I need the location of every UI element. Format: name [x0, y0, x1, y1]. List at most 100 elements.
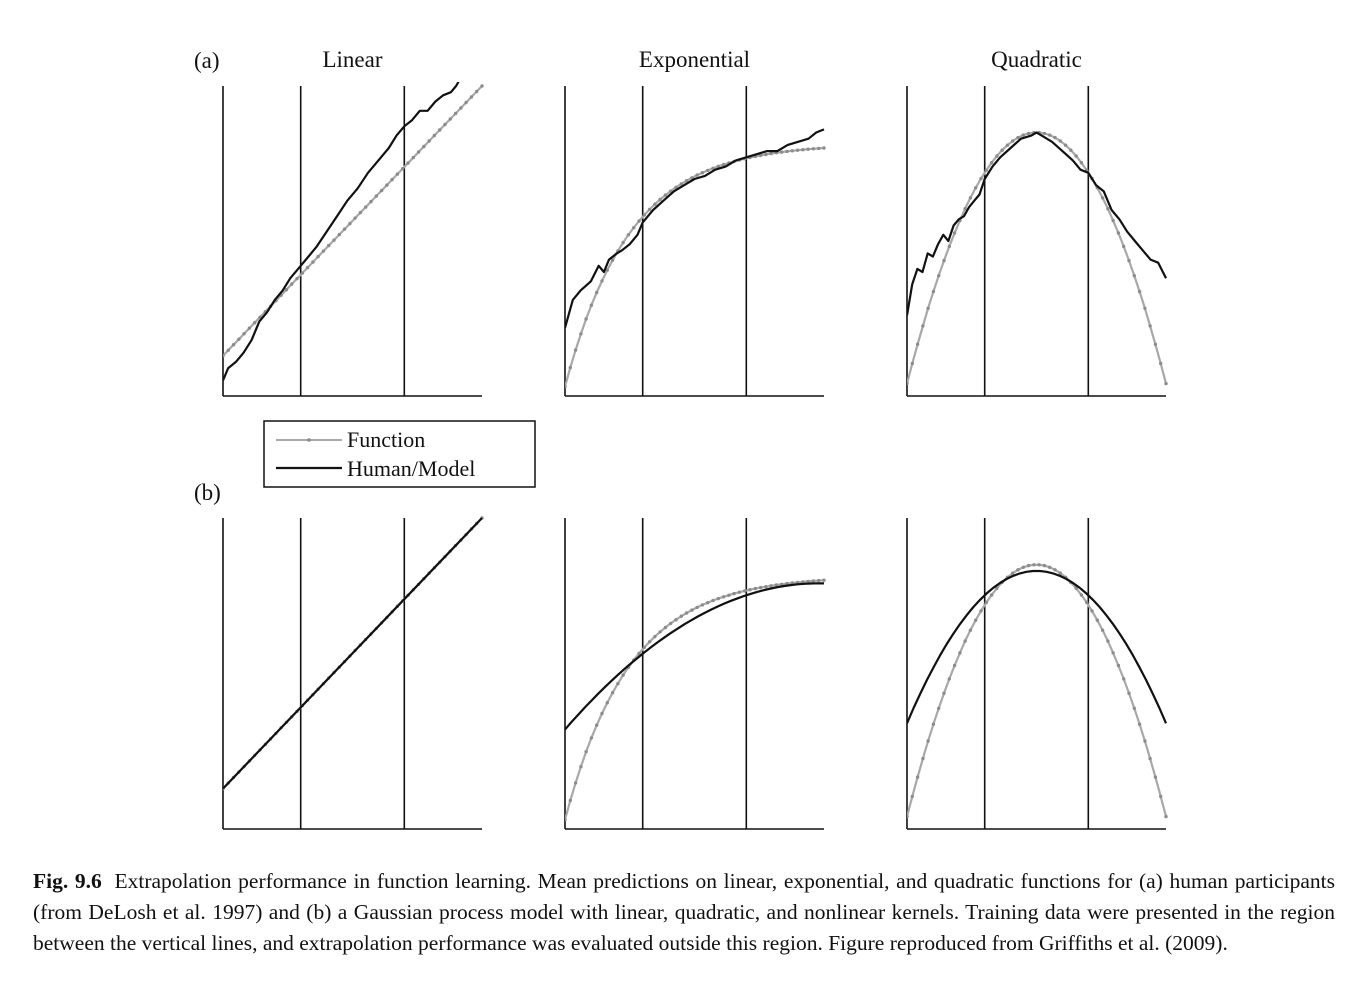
panel-label-a: (a) — [194, 48, 220, 73]
function-point — [952, 663, 957, 668]
function-point — [605, 701, 609, 705]
function-point — [984, 600, 988, 605]
function-point — [1042, 131, 1047, 136]
function-point — [1053, 135, 1057, 140]
function-point — [1016, 135, 1020, 140]
function-point — [915, 775, 920, 779]
caption-label: Fig. 9.6 — [33, 869, 102, 893]
function-point — [695, 173, 699, 177]
function-point — [1042, 563, 1047, 568]
function-point — [637, 219, 641, 223]
function-point — [963, 207, 967, 211]
function-point — [1005, 143, 1010, 147]
panel-title-linear: Linear — [322, 47, 382, 72]
function-point — [653, 634, 657, 639]
function-point — [364, 205, 368, 209]
panel-a-3: Quadratic — [906, 47, 1168, 397]
function-point — [1053, 568, 1057, 572]
function-point — [469, 95, 474, 99]
function-point — [579, 332, 583, 336]
function-point — [311, 260, 315, 264]
function-point — [822, 578, 826, 582]
function-point — [1058, 571, 1063, 575]
function-point — [1069, 148, 1073, 152]
function-point — [647, 640, 652, 644]
function-point — [1085, 600, 1089, 605]
function-point — [1026, 563, 1031, 568]
function-point — [237, 337, 241, 341]
function-point — [637, 651, 641, 656]
function-point — [1048, 565, 1052, 569]
function-point — [1079, 161, 1084, 165]
function-point — [690, 608, 694, 612]
function-point — [963, 639, 967, 643]
function-point — [721, 162, 726, 167]
function-point — [427, 139, 431, 143]
function-point — [568, 798, 572, 803]
function-point — [684, 611, 689, 615]
function-point — [568, 365, 572, 370]
function-point — [1137, 722, 1142, 726]
legend-box — [263, 420, 536, 488]
function-point — [811, 147, 816, 151]
function-point — [706, 601, 710, 605]
function-point — [438, 128, 442, 132]
legend: Function Human/Model — [263, 420, 536, 488]
function-point — [1127, 691, 1131, 695]
human-model-line — [565, 128, 825, 329]
function-point — [348, 221, 352, 226]
function-point — [390, 177, 394, 182]
function-point — [321, 249, 326, 253]
function-point — [958, 651, 962, 655]
function-line — [565, 146, 825, 387]
function-point — [1132, 274, 1137, 278]
function-point — [795, 148, 800, 152]
function-point — [621, 240, 625, 245]
function-point — [942, 258, 946, 263]
function-point — [595, 290, 599, 295]
function-point — [931, 289, 936, 294]
function-point — [647, 207, 652, 212]
function-point — [806, 579, 810, 584]
human-model-line — [223, 517, 483, 790]
function-point — [806, 147, 810, 151]
function-point — [584, 317, 588, 321]
function-point — [1090, 609, 1094, 613]
function-point — [411, 155, 415, 160]
function-point — [1132, 706, 1137, 710]
panel-title-exponential: Exponential — [639, 47, 750, 72]
panel-a-2: Exponential — [564, 47, 826, 397]
function-point — [989, 161, 994, 165]
function-point — [1106, 639, 1110, 643]
function-point — [915, 342, 920, 346]
function-point — [295, 276, 299, 281]
function-point — [610, 258, 615, 262]
function-point — [721, 595, 726, 599]
function-point — [422, 144, 426, 149]
function-point — [374, 194, 378, 198]
function-point — [332, 238, 336, 242]
function-point — [669, 621, 673, 626]
function-point — [600, 279, 604, 283]
panel-b-2 — [564, 518, 826, 830]
function-point — [817, 578, 821, 583]
function-point — [658, 630, 662, 634]
function-point — [610, 691, 615, 695]
function-point — [817, 146, 821, 151]
function-point — [732, 591, 736, 596]
function-point — [658, 197, 662, 202]
function-point — [305, 265, 310, 270]
function-point — [931, 722, 936, 726]
function-point — [737, 590, 742, 594]
human-model-line — [907, 131, 1167, 316]
function-point — [774, 583, 779, 587]
function-point — [769, 151, 773, 156]
function-point — [764, 152, 768, 157]
function-point — [595, 723, 599, 727]
function-point — [395, 172, 400, 176]
function-point — [690, 176, 694, 180]
function-point — [674, 618, 678, 622]
legend-human-model-label: Human/Model — [347, 456, 475, 481]
caption-text: Extrapolation performance in function le… — [33, 869, 1335, 955]
function-point — [947, 677, 951, 681]
